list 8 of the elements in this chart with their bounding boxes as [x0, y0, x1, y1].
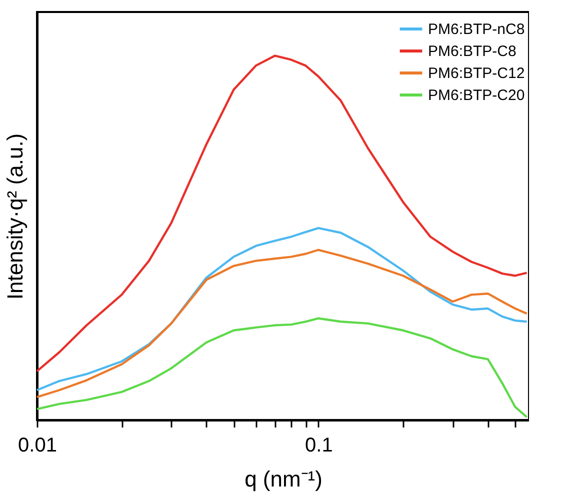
legend-label: PM6:BTP-nC8 [428, 21, 525, 38]
x-axis-title: q (nm⁻¹) [244, 466, 322, 492]
y-axis-title: Intensity·q² (a.u.) [2, 133, 28, 300]
legend-label: PM6:BTP-C20 [428, 87, 525, 104]
x-tick-label: 0.01 [18, 434, 57, 456]
legend-label: PM6:BTP-C12 [428, 65, 525, 82]
x-tick-label: 0.1 [305, 434, 333, 456]
legend-label: PM6:BTP-C8 [428, 43, 516, 60]
